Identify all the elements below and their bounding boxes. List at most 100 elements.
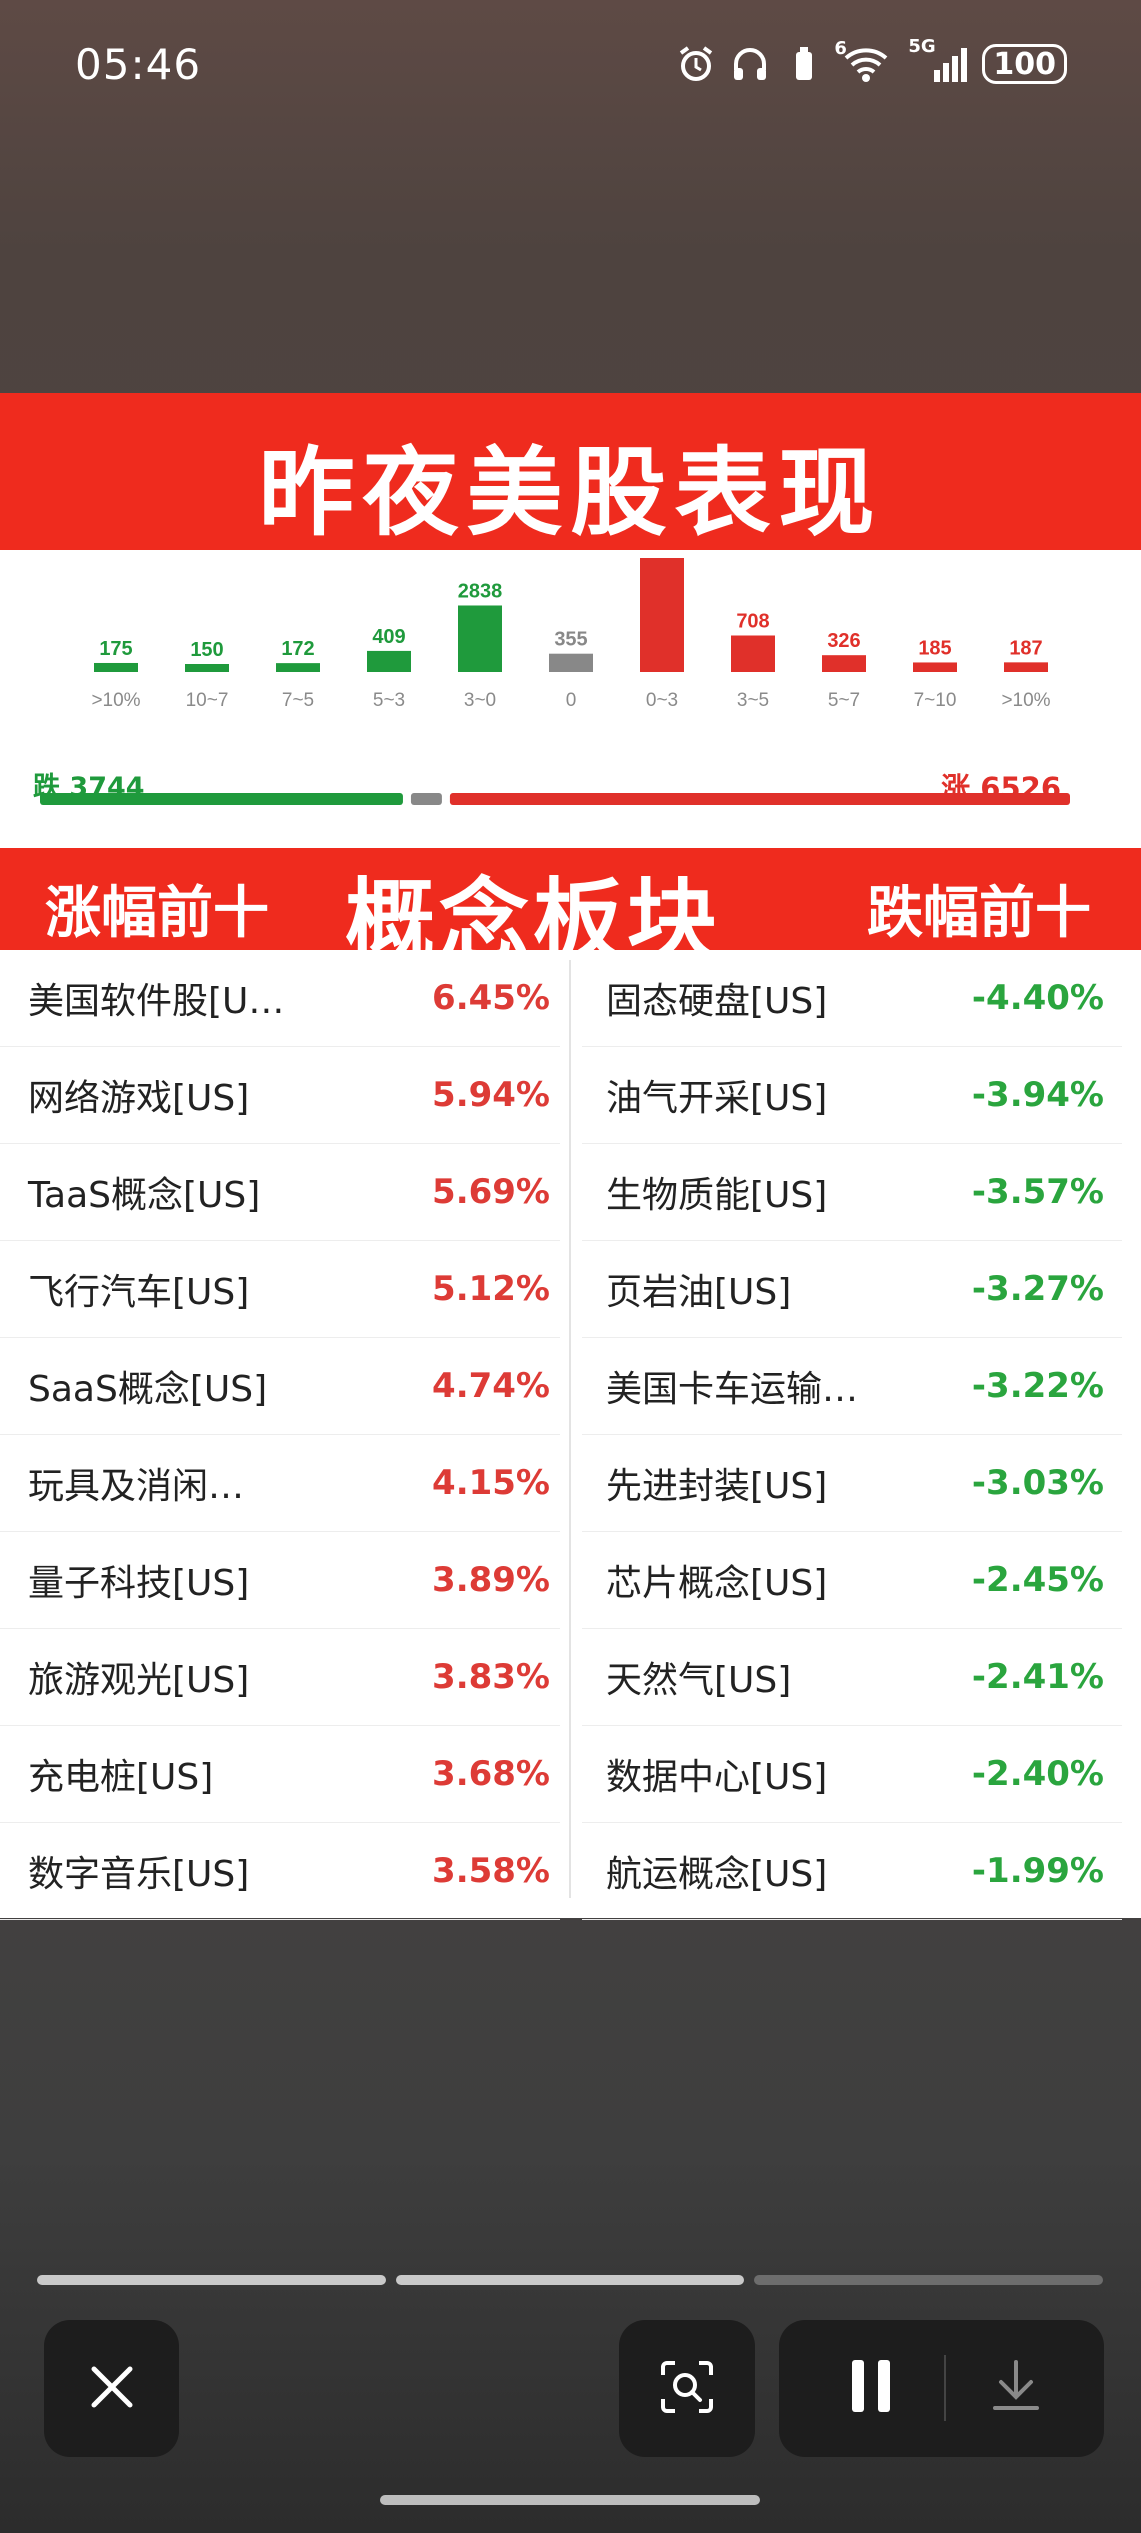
dist-range-label: 5~7 bbox=[828, 690, 860, 711]
pause-icon bbox=[846, 2358, 896, 2418]
sector-name: SaaS概念[US] bbox=[28, 1369, 268, 1410]
battery-indicator: 100 bbox=[982, 44, 1067, 84]
wifi-icon: 6 bbox=[834, 38, 894, 84]
progress-segment-1 bbox=[37, 2275, 386, 2285]
down-ratio-bar bbox=[40, 793, 403, 805]
gainer-row: 玩具及消闲… 4.15% bbox=[0, 1435, 560, 1532]
alarm-icon bbox=[676, 44, 716, 84]
battery-saver-icon bbox=[784, 44, 824, 84]
dist-range-label: 7~10 bbox=[914, 690, 957, 711]
button-separator bbox=[944, 2355, 946, 2421]
sector-change: 5.94% bbox=[432, 1075, 550, 1115]
sector-name: 美国卡车运输… bbox=[606, 1369, 859, 1410]
lens-search-button[interactable] bbox=[619, 2320, 755, 2457]
close-icon bbox=[86, 2361, 138, 2417]
up-label: 涨 bbox=[941, 771, 971, 805]
sector-change: 5.69% bbox=[432, 1172, 550, 1212]
story-progress bbox=[37, 2275, 1104, 2285]
dist-count-label: 185 bbox=[918, 637, 951, 659]
loser-row: 页岩油[US] -3.27% bbox=[582, 1241, 1122, 1338]
sector-name: 旅游观光[US] bbox=[28, 1660, 250, 1701]
sector-name: 量子科技[US] bbox=[28, 1563, 250, 1604]
loser-row: 油气开采[US] -3.94% bbox=[582, 1047, 1122, 1144]
close-button[interactable] bbox=[44, 2320, 179, 2457]
progress-segment-3 bbox=[754, 2275, 1104, 2285]
dist-range-label: 3~0 bbox=[464, 690, 496, 711]
lens-scan-icon bbox=[657, 2357, 717, 2421]
dist-count-label: 708 bbox=[736, 610, 769, 632]
sector-change: -2.41% bbox=[971, 1657, 1104, 1697]
loser-row: 天然气[US] -2.41% bbox=[582, 1629, 1122, 1726]
loser-row: 美国卡车运输… -3.22% bbox=[582, 1338, 1122, 1435]
dist-count-label: 355 bbox=[554, 629, 587, 651]
loser-row: 固态硬盘[US] -4.40% bbox=[582, 950, 1122, 1047]
loser-row: 芯片概念[US] -2.45% bbox=[582, 1532, 1122, 1629]
dist-bar bbox=[640, 558, 684, 672]
sector-change: -3.94% bbox=[971, 1075, 1104, 1115]
home-indicator bbox=[380, 2495, 760, 2505]
dist-bar bbox=[367, 650, 411, 672]
sector-name: 玩具及消闲… bbox=[28, 1466, 245, 1507]
sector-table: 美国软件股[U… 6.45% 网络游戏[US] 5.94% TaaS概念[US] 5.69… bbox=[0, 950, 1141, 1920]
column-divider bbox=[569, 960, 571, 1898]
sector-change: 4.15% bbox=[432, 1463, 550, 1503]
sector-name: 先进封装[US] bbox=[606, 1466, 828, 1507]
sector-change: -3.03% bbox=[971, 1463, 1104, 1503]
losers-heading: 跌幅前十 bbox=[867, 881, 1091, 946]
gainer-row: SaaS概念[US] 4.74% bbox=[0, 1338, 560, 1435]
dist-count-label: 150 bbox=[190, 639, 223, 661]
up-count: 6526 bbox=[980, 771, 1061, 805]
sector-change: -3.27% bbox=[971, 1269, 1104, 1309]
gainer-row: 充电桩[US] 3.68% bbox=[0, 1726, 560, 1823]
sector-change: -3.22% bbox=[971, 1366, 1104, 1406]
dist-bar bbox=[549, 653, 593, 672]
dist-range-label: 10~7 bbox=[186, 690, 229, 711]
sector-change: -4.40% bbox=[971, 978, 1104, 1018]
distribution-svg: 175>10%15010~71727~54095~328383~03550512… bbox=[40, 558, 1070, 805]
dist-count-label: 172 bbox=[281, 638, 314, 660]
dist-range-label: 0 bbox=[566, 690, 577, 711]
sector-change: 6.45% bbox=[432, 978, 550, 1018]
dist-range-label: 5~3 bbox=[373, 690, 405, 711]
sector-change: 3.68% bbox=[432, 1754, 550, 1794]
dist-bar bbox=[731, 635, 775, 672]
sector-change: -2.45% bbox=[971, 1560, 1104, 1600]
down-count: 3744 bbox=[69, 772, 145, 803]
gainer-row: 量子科技[US] 3.89% bbox=[0, 1532, 560, 1629]
section-band: 涨幅前十 概念板块 跌幅前十 bbox=[0, 848, 1141, 974]
sector-change: 4.74% bbox=[432, 1366, 550, 1406]
dist-bar bbox=[185, 664, 229, 672]
status-time: 05:46 bbox=[75, 40, 202, 89]
viewer-controls bbox=[0, 2320, 1141, 2470]
sector-change: 3.58% bbox=[432, 1851, 550, 1891]
dist-bar bbox=[913, 662, 957, 672]
loser-row: 先进封装[US] -3.03% bbox=[582, 1435, 1122, 1532]
section-title: 概念板块 bbox=[345, 869, 721, 974]
sector-change: 3.89% bbox=[432, 1560, 550, 1600]
headphones-icon bbox=[730, 44, 770, 84]
sector-change: 5.12% bbox=[432, 1269, 550, 1309]
sector-name: 美国软件股[U… bbox=[28, 981, 285, 1022]
gainers-heading: 涨幅前十 bbox=[45, 881, 269, 946]
progress-segment-2 bbox=[395, 2275, 745, 2285]
download-icon bbox=[991, 2358, 1041, 2418]
post-image: 昨夜美股表现 175 >10% 150 10~7 172 7~5 409 5~3 2838 3~0… bbox=[0, 393, 1141, 1920]
up-ratio-bar bbox=[449, 793, 1070, 805]
status-bar: 05:46 6 5G 100 bbox=[0, 0, 1141, 140]
sector-change: 3.83% bbox=[432, 1657, 550, 1697]
dist-count-label: 409 bbox=[372, 626, 405, 648]
sector-name: 生物质能[US] bbox=[606, 1175, 828, 1216]
dist-count-label: 326 bbox=[827, 630, 860, 652]
gainer-row: 旅游观光[US] 3.83% bbox=[0, 1629, 560, 1726]
sector-name: 页岩油[US] bbox=[606, 1272, 792, 1313]
pause-button[interactable] bbox=[839, 2356, 903, 2420]
download-button[interactable] bbox=[984, 2356, 1048, 2420]
dist-bar bbox=[94, 662, 138, 672]
sector-name: 充电桩[US] bbox=[28, 1757, 214, 1798]
sector-change: -2.40% bbox=[971, 1754, 1104, 1794]
dist-count-label: 187 bbox=[1009, 637, 1042, 659]
dist-bar bbox=[458, 605, 502, 672]
sector-name: 数字音乐[US] bbox=[28, 1854, 250, 1895]
up-total: 涨 6526 bbox=[941, 765, 1061, 807]
sector-name: 飞行汽车[US] bbox=[28, 1272, 250, 1313]
